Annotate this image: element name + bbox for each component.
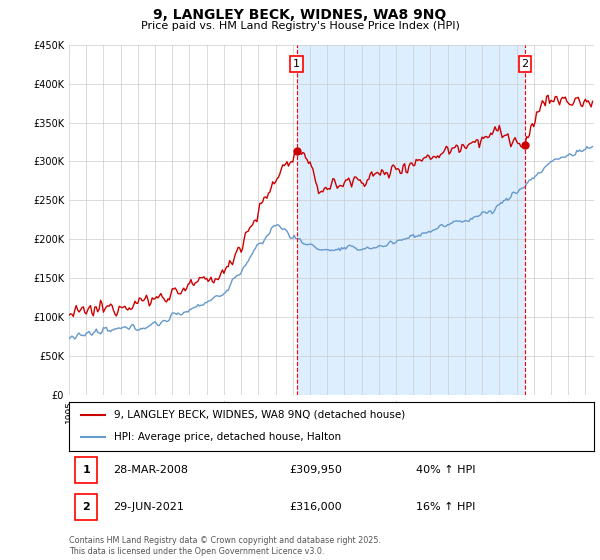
Text: Price paid vs. HM Land Registry's House Price Index (HPI): Price paid vs. HM Land Registry's House … (140, 21, 460, 31)
Text: £309,950: £309,950 (290, 465, 343, 475)
Text: 28-MAR-2008: 28-MAR-2008 (113, 465, 188, 475)
Text: 9, LANGLEY BECK, WIDNES, WA8 9NQ: 9, LANGLEY BECK, WIDNES, WA8 9NQ (154, 8, 446, 22)
FancyBboxPatch shape (76, 493, 97, 520)
Bar (297, 45, 525, 395)
Text: 2: 2 (82, 502, 90, 511)
FancyBboxPatch shape (76, 458, 97, 483)
Text: 16% ↑ HPI: 16% ↑ HPI (415, 502, 475, 511)
Text: 1: 1 (293, 59, 300, 69)
Text: 40% ↑ HPI: 40% ↑ HPI (415, 465, 475, 475)
Text: 29-JUN-2021: 29-JUN-2021 (113, 502, 185, 511)
Text: HPI: Average price, detached house, Halton: HPI: Average price, detached house, Halt… (113, 432, 341, 442)
Text: 2: 2 (521, 59, 529, 69)
Text: £316,000: £316,000 (290, 502, 342, 511)
Text: 9, LANGLEY BECK, WIDNES, WA8 9NQ (detached house): 9, LANGLEY BECK, WIDNES, WA8 9NQ (detach… (113, 410, 405, 420)
Text: Contains HM Land Registry data © Crown copyright and database right 2025.
This d: Contains HM Land Registry data © Crown c… (69, 536, 381, 556)
Text: 1: 1 (82, 465, 90, 475)
